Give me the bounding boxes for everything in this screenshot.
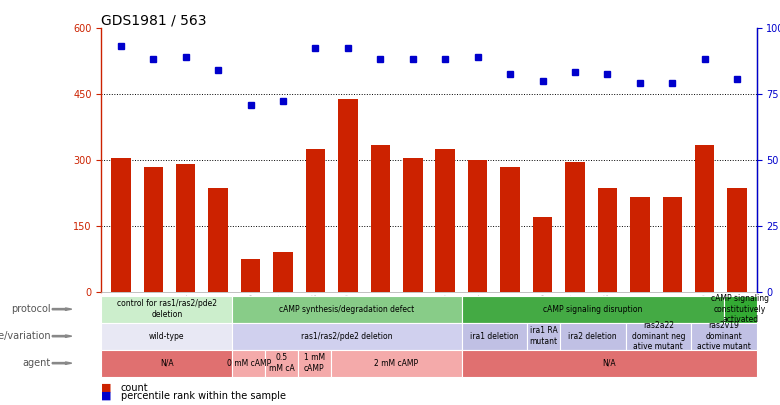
Bar [468,160,488,292]
Text: ■: ■ [101,383,112,393]
Text: GDS1981 / 563: GDS1981 / 563 [101,13,207,27]
Text: ras1/ras2/pde2 deletion: ras1/ras2/pde2 deletion [301,332,393,341]
Bar [435,149,455,292]
Text: 2 mM cAMP: 2 mM cAMP [374,359,418,368]
Text: ras2v19
dominant
active mutant: ras2v19 dominant active mutant [697,321,751,351]
Text: cAMP signaling disruption: cAMP signaling disruption [543,305,643,313]
Bar [339,98,358,292]
Bar [566,162,585,292]
Bar [728,188,747,292]
Text: ira1 deletion: ira1 deletion [470,332,519,341]
Bar [403,158,423,292]
Bar [306,149,325,292]
Text: wild-type: wild-type [149,332,185,341]
Text: ■: ■ [101,391,112,401]
Text: agent: agent [23,358,51,368]
Text: genotype/variation: genotype/variation [0,331,51,341]
Bar [176,164,196,292]
Text: N/A: N/A [602,359,616,368]
Bar [662,197,682,292]
Text: control for ras1/ras2/pde2
deletion: control for ras1/ras2/pde2 deletion [117,299,217,319]
Bar [273,252,292,292]
Text: protocol: protocol [11,304,51,314]
Text: cAMP synthesis/degradation defect: cAMP synthesis/degradation defect [279,305,415,313]
Text: ira1 RA
mutant: ira1 RA mutant [530,326,558,346]
Bar [500,166,519,292]
Bar [241,259,261,292]
Text: 0.5
mM cA: 0.5 mM cA [268,354,295,373]
Bar [533,217,552,292]
Text: 1 mM
cAMP: 1 mM cAMP [303,354,325,373]
Text: N/A: N/A [160,359,174,368]
Bar [695,145,714,292]
Text: ras2a22
dominant neg
ative mutant: ras2a22 dominant neg ative mutant [632,321,685,351]
Text: cAMP signaling
constitutively
activated: cAMP signaling constitutively activated [711,294,769,324]
Bar [630,197,650,292]
Text: percentile rank within the sample: percentile rank within the sample [121,391,286,401]
Text: 0 mM cAMP: 0 mM cAMP [227,359,271,368]
Text: ira2 deletion: ira2 deletion [569,332,617,341]
Text: count: count [121,383,148,393]
Bar [144,166,163,292]
Bar [208,188,228,292]
Bar [370,145,390,292]
Bar [597,188,617,292]
Bar [111,158,130,292]
